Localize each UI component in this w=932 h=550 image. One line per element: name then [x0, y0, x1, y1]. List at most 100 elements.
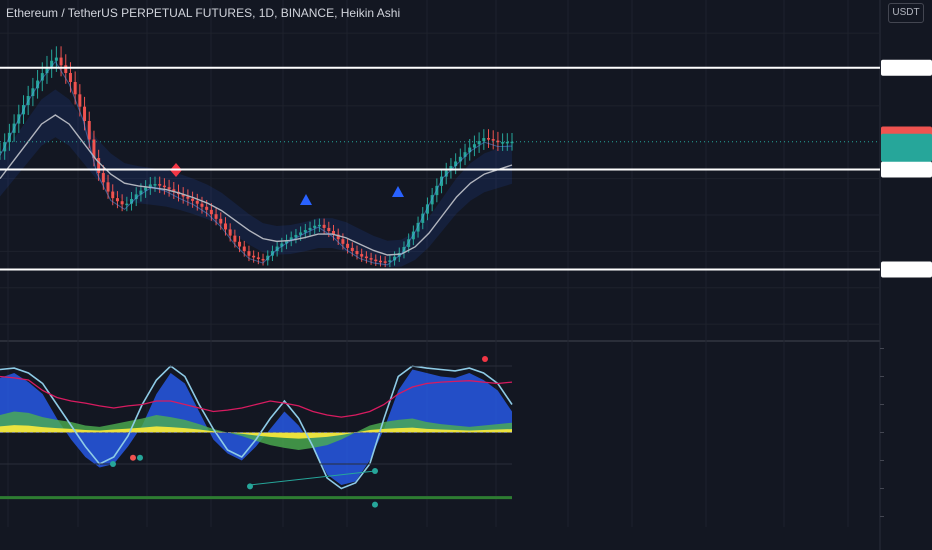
- candle-body: [162, 185, 166, 188]
- candle-body: [219, 218, 223, 224]
- candle-body: [261, 258, 265, 261]
- candle-body: [364, 256, 368, 259]
- candle-body: [111, 191, 115, 199]
- candle-body: [186, 196, 190, 199]
- candle-body: [97, 158, 101, 174]
- moving-average-slow: [0, 114, 513, 256]
- candle-body: [393, 256, 397, 261]
- candle-body: [209, 209, 213, 215]
- candle-body: [191, 198, 195, 201]
- candle-body: [45, 66, 49, 74]
- candle-body: [425, 204, 429, 214]
- candle-body: [463, 152, 467, 157]
- candle-body: [130, 199, 134, 204]
- candle-body: [369, 258, 373, 260]
- candle-body: [106, 182, 110, 192]
- wave-dot: [482, 356, 488, 362]
- candle-body: [252, 255, 256, 258]
- candle-body: [101, 173, 105, 183]
- candle-body: [477, 141, 481, 145]
- candle-body: [388, 260, 392, 262]
- candle-body: [444, 170, 448, 177]
- candle-body: [468, 147, 472, 153]
- candle-body: [341, 239, 345, 244]
- candle-body: [322, 224, 326, 228]
- level-label-box: [881, 161, 932, 178]
- currency-unit-badge[interactable]: USDT: [888, 3, 924, 23]
- wave-dot: [372, 468, 378, 474]
- candle-body: [383, 261, 387, 263]
- candle-body: [181, 194, 185, 197]
- level-label-box: [881, 261, 932, 278]
- axes: [880, 348, 884, 517]
- candle-body: [144, 187, 148, 191]
- candle-body: [458, 156, 462, 162]
- wave-dot: [137, 454, 143, 461]
- candle-body: [355, 250, 359, 255]
- candle-body: [289, 237, 293, 241]
- candle-body: [228, 229, 232, 236]
- candle-body: [501, 142, 505, 144]
- wave-signal-line: [0, 364, 513, 490]
- candle-body: [421, 213, 425, 223]
- candle-body: [139, 190, 143, 195]
- wave-dot: [130, 454, 136, 461]
- candle-body: [299, 232, 303, 235]
- candle-body: [83, 106, 87, 122]
- wave-dot: [247, 483, 253, 490]
- candle-body: [40, 73, 44, 81]
- oscillator-pane: [0, 356, 513, 508]
- candle-body: [87, 121, 91, 140]
- candle-body: [120, 201, 124, 205]
- candle-body: [317, 224, 321, 227]
- divergence-line: [249, 470, 376, 486]
- candle-body: [454, 161, 458, 167]
- candle-body: [303, 230, 307, 233]
- wave-dot: [110, 461, 116, 467]
- current-price-label-box: [881, 133, 932, 162]
- candle-body: [238, 241, 242, 247]
- buy-signal-triangle: [300, 194, 312, 205]
- candle-body: [64, 65, 68, 74]
- candle-body: [496, 140, 500, 143]
- candle-body: [195, 200, 199, 204]
- candle-body: [510, 141, 514, 144]
- candle-body: [134, 194, 138, 200]
- candle-body: [491, 139, 495, 141]
- candle-body: [247, 251, 251, 256]
- candle-body: [482, 138, 486, 142]
- moving-average-fast: [0, 60, 513, 266]
- candle-body: [73, 81, 77, 95]
- candle-body: [78, 94, 82, 107]
- candle-body: [148, 184, 152, 188]
- candle-body: [327, 227, 331, 232]
- candle-body: [350, 247, 354, 251]
- candle-body: [68, 73, 72, 82]
- candle-body: [280, 243, 284, 247]
- candle-body: [378, 260, 382, 263]
- candle-body: [200, 203, 204, 207]
- price-pane[interactable]: [0, 46, 932, 278]
- candle-body: [125, 203, 129, 206]
- candle-body: [172, 189, 176, 192]
- candle-body: [115, 198, 119, 202]
- candle-body: [505, 141, 509, 144]
- candle-body: [59, 57, 63, 66]
- candle-body: [336, 234, 340, 240]
- candle-body: [158, 184, 162, 186]
- candle-body: [233, 235, 237, 242]
- candle-body: [54, 57, 58, 61]
- candle-body: [487, 138, 491, 140]
- candle-body: [294, 234, 298, 238]
- candle-body: [92, 139, 96, 159]
- candle-body: [153, 184, 157, 186]
- flow-yellow-area: [0, 425, 512, 439]
- candle-body: [374, 259, 378, 262]
- candle-body: [214, 214, 218, 219]
- candle-body: [0, 151, 2, 153]
- wave-dot: [372, 501, 378, 508]
- candle-body: [360, 254, 364, 257]
- candle-body: [308, 227, 312, 231]
